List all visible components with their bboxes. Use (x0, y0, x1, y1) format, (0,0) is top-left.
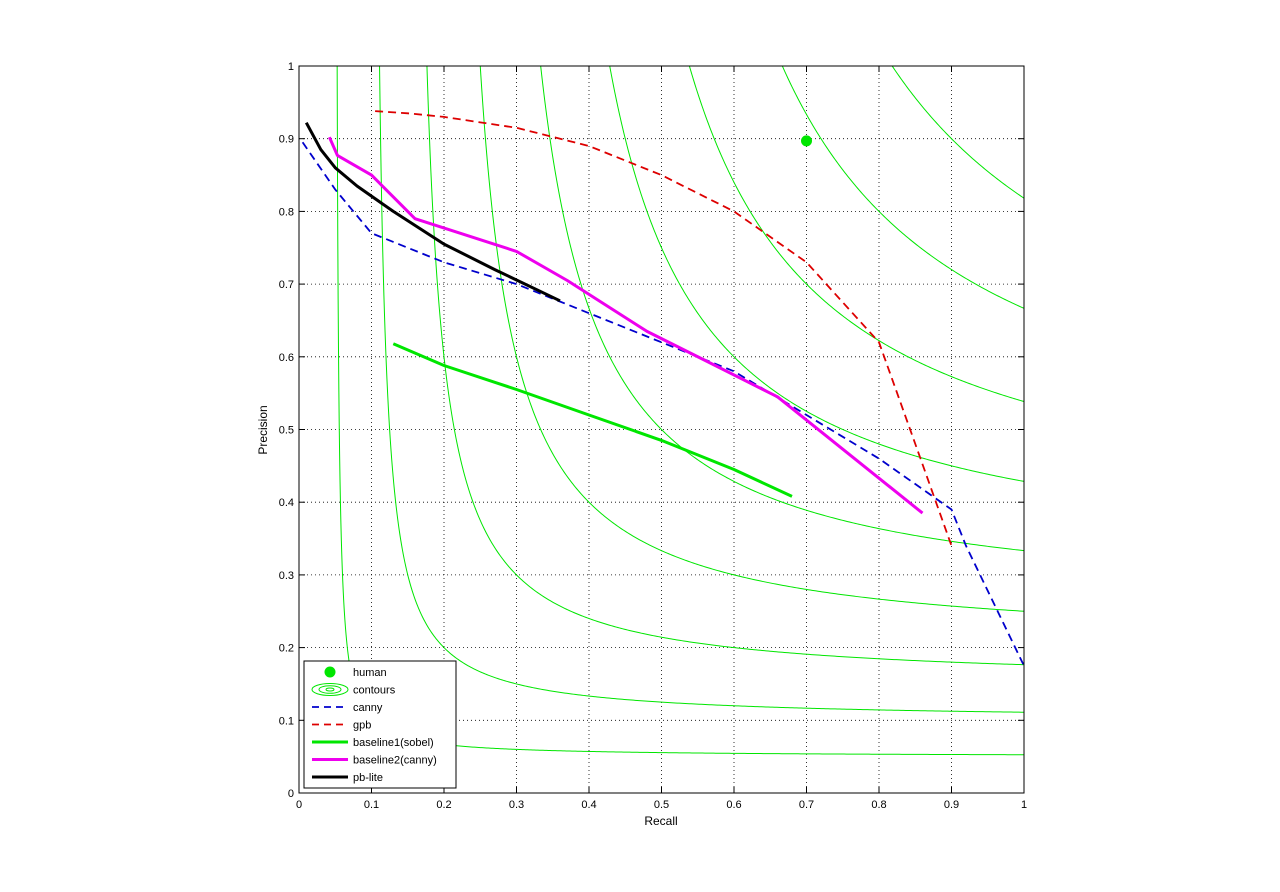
contour-line-f0.9 (891, 66, 1024, 199)
y-tick-label: 0.9 (279, 134, 294, 146)
baseline2-canny-line (328, 136, 924, 515)
contour-line-f0.8 (781, 66, 1024, 309)
legend-label-baseline1-sobel: baseline1(sobel) (353, 737, 434, 749)
y-tick-label: 1 (288, 61, 294, 73)
y-tick-label: 0.2 (279, 643, 294, 655)
x-tick-label: 0.6 (726, 799, 741, 811)
x-tick-label: 0.8 (871, 799, 886, 811)
x-tick-label: 0.3 (509, 799, 524, 811)
legend: human contours canny gpb baseline1(sobel) bas… (303, 660, 457, 789)
legend-swatch-contours (311, 683, 349, 696)
contour-line-f0.6 (609, 66, 1024, 482)
y-axis-title: Precision (256, 405, 270, 454)
human-marker (801, 135, 812, 147)
x-tick-label: 0.2 (436, 799, 451, 811)
pb-lite-line (304, 121, 561, 303)
y-tick-label: 0.1 (279, 715, 294, 727)
canny-line (301, 141, 1024, 667)
legend-label-contours: contours (353, 685, 396, 697)
x-tick-label: 0.5 (654, 799, 669, 811)
series-lines (301, 110, 1024, 667)
legend-swatch-contours (318, 685, 342, 694)
y-tick-label: 0.6 (279, 352, 294, 364)
contour-line-f0.2 (379, 66, 1024, 713)
y-tick-label: 0 (288, 788, 294, 800)
axis-ticks: 0 0.1 0.2 0.3 0.4 0.5 0.6 0.7 0.8 0.9 1 0 0.1 0.2 0.3 0… (279, 61, 1027, 811)
gpb-line (375, 110, 953, 547)
legend-label-canny: canny (353, 702, 383, 714)
x-tick-label: 0.4 (581, 799, 596, 811)
x-tick-label: 0 (296, 799, 302, 811)
grid (299, 66, 1024, 793)
legend-swatch-contours (325, 687, 335, 692)
legend-label-baseline2-canny: baseline2(canny) (353, 755, 437, 767)
legend-label-pb-lite: pb-lite (353, 772, 383, 784)
x-tick-label: 0.9 (944, 799, 959, 811)
y-tick-label: 0.4 (279, 497, 294, 509)
y-tick-label: 0.5 (279, 425, 294, 437)
y-tick-label: 0.8 (279, 206, 294, 218)
x-tick-label: 0.1 (364, 799, 379, 811)
y-tick-label: 0.7 (279, 279, 294, 291)
legend-label-gpb: gpb (353, 720, 371, 732)
legend-swatch-human (324, 666, 336, 678)
y-tick-label: 0.3 (279, 570, 294, 582)
contour-line-f0.3 (426, 66, 1024, 666)
legend-label-human: human (353, 667, 387, 679)
x-tick-label: 1 (1021, 799, 1027, 811)
baseline1-sobel-line (392, 342, 793, 498)
contour-line-f0.7 (688, 66, 1024, 403)
x-tick-label: 0.7 (799, 799, 814, 811)
x-axis-title: Recall (644, 814, 677, 828)
contour-line-f0.5 (540, 66, 1024, 552)
